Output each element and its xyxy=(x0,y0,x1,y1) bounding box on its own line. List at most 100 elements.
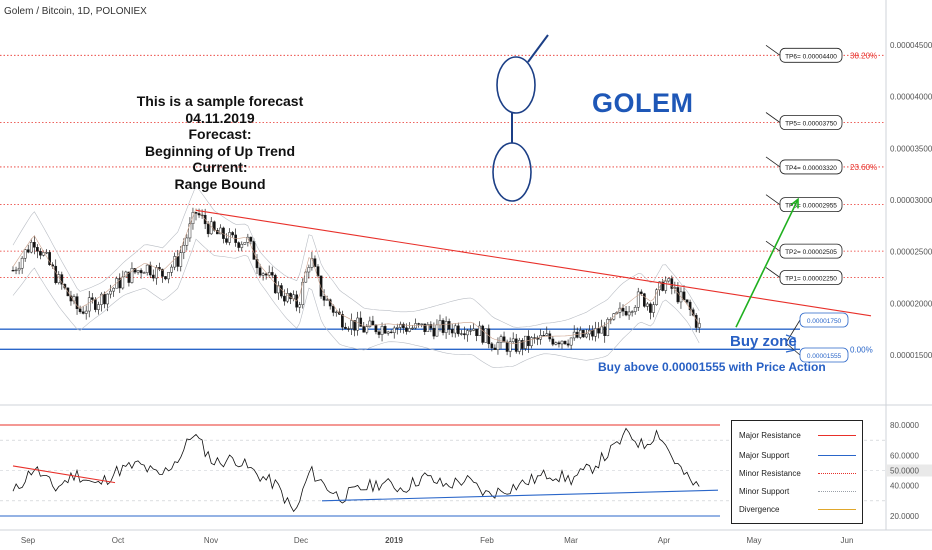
candle-body xyxy=(493,347,497,350)
candle-body xyxy=(667,278,671,282)
candle-body xyxy=(29,242,33,253)
candle-body xyxy=(411,327,414,330)
candle-body xyxy=(432,327,436,337)
candle-body xyxy=(206,223,210,235)
rsi-tick-label: 40.0000 xyxy=(890,482,919,491)
candle-body xyxy=(652,304,655,313)
candle-body xyxy=(466,330,469,336)
candle-body xyxy=(463,333,466,336)
price-tick-label: 0.00001500 xyxy=(890,351,932,360)
candle-body xyxy=(627,311,631,316)
callout-pointer xyxy=(765,194,781,205)
target-callout-box xyxy=(779,159,843,175)
fib-level-label: 0.00% xyxy=(850,345,873,354)
buy-above-text: Buy above 0.00001555 with Price Action xyxy=(598,360,826,374)
target-callout-box xyxy=(799,312,849,328)
candle-body xyxy=(331,305,335,313)
candle-body xyxy=(490,343,494,349)
candle-body xyxy=(643,293,646,307)
symbol-label: Golem / Bitcoin, 1D, POLONIEX xyxy=(4,6,147,17)
candle-body xyxy=(20,257,24,269)
candle-body xyxy=(371,320,375,326)
candle-body xyxy=(130,268,134,283)
target-callout-label: TP1= 0.00002250 xyxy=(785,276,837,283)
forecast-note: This is a sample forecast 04.11.2019 For… xyxy=(135,93,305,192)
rsi-tick-label: 80.0000 xyxy=(890,421,919,430)
candle-body xyxy=(377,331,381,335)
forecast-arrow-line xyxy=(735,198,799,328)
target-callout-label: TP4= 0.00003320 xyxy=(785,165,837,172)
candle-body xyxy=(649,303,652,313)
rsi-value-badge xyxy=(886,464,932,477)
candle-body xyxy=(438,320,442,326)
price-tick-label: 0.00002500 xyxy=(890,248,932,257)
legend-label: Divergence xyxy=(739,504,780,514)
time-tick-label: Oct xyxy=(112,536,125,545)
candle-body xyxy=(219,227,222,235)
candle-body xyxy=(14,269,18,272)
callout-pointer xyxy=(785,342,801,356)
candle-body xyxy=(423,323,427,332)
candle-body xyxy=(646,303,649,307)
candle-body xyxy=(237,242,241,248)
candle-body xyxy=(353,320,356,331)
candle-body xyxy=(286,293,289,302)
candle-body xyxy=(270,272,274,276)
candle-body xyxy=(450,328,454,334)
candle-body xyxy=(551,338,555,345)
legend-label: Major Support xyxy=(739,450,790,460)
time-tick-label: Feb xyxy=(480,536,494,545)
callout-pointer xyxy=(765,45,781,56)
candle-body xyxy=(594,328,597,337)
price-tick-label: 0.00003000 xyxy=(890,196,932,205)
candle-body xyxy=(514,338,518,352)
candle-body xyxy=(527,335,530,347)
golem-logo-upper-ring xyxy=(496,56,536,114)
candle-body xyxy=(121,276,125,289)
candle-body xyxy=(90,297,94,300)
candle-body xyxy=(524,335,527,349)
candle-body xyxy=(670,278,674,289)
candle-body xyxy=(173,256,177,268)
candle-body xyxy=(39,251,42,256)
candle-body xyxy=(139,270,143,274)
forecast-line: Range Bound xyxy=(174,175,266,192)
rsi-tick-label: 60.0000 xyxy=(890,451,919,460)
fib-level-label: 23.60% xyxy=(850,163,877,172)
forecast-line: Forecast: xyxy=(188,126,252,142)
candle-body xyxy=(661,281,664,291)
upper-band xyxy=(12,184,700,328)
target-callout-label: 0.00001555 xyxy=(807,353,842,360)
candle-body xyxy=(145,264,149,273)
callout-pointer xyxy=(765,156,781,168)
candle-body xyxy=(392,327,396,333)
candle-body xyxy=(100,293,103,305)
candle-body xyxy=(75,296,79,310)
candle-body xyxy=(380,326,384,335)
candle-body xyxy=(664,280,668,291)
candle-body xyxy=(469,330,472,332)
candle-body xyxy=(334,311,338,314)
candle-body xyxy=(277,285,280,294)
candle-body xyxy=(228,232,231,243)
candle-body xyxy=(197,213,201,216)
candle-body xyxy=(240,244,244,248)
candle-body xyxy=(429,324,433,329)
candle-body xyxy=(267,272,271,276)
candle-body xyxy=(289,293,292,300)
candle-body xyxy=(148,264,152,276)
candle-body xyxy=(170,266,173,273)
callout-pointer xyxy=(765,240,781,252)
candle-body xyxy=(45,252,48,254)
candle-body xyxy=(84,310,88,314)
candle-body xyxy=(164,276,167,280)
price-panel: TP6= 0.00004400 38.20% TP5= 0.00003750 TP4=… xyxy=(0,34,886,368)
candle-body xyxy=(569,337,573,346)
candle-body xyxy=(356,317,359,331)
candle-body xyxy=(313,258,317,267)
candle-body xyxy=(225,238,228,243)
resistance-trendline xyxy=(195,209,872,317)
candle-body xyxy=(249,236,253,242)
candle-body xyxy=(478,325,481,336)
